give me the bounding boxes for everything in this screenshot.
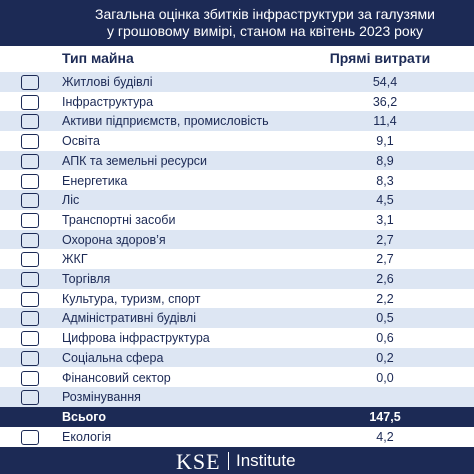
row-icon [21,212,39,228]
row-label: Розмінування [62,390,141,405]
row-value: 54,4 [372,75,398,89]
row-value: 0,0 [376,370,394,385]
row-label: Всього [62,409,106,424]
row-label: Ліс [62,193,80,208]
row-label: Житлові будівлі [62,75,153,89]
row-label: Цифрова інфраструктура [62,331,210,346]
row-background [0,229,474,250]
row-icon [21,272,39,287]
row-background [0,387,474,407]
row-icon [21,134,39,150]
row-label: ЖКГ [62,252,88,267]
row-value: 2,7 [376,252,394,267]
row-background [0,406,474,427]
row-background [0,269,474,289]
footer-divider [228,452,229,470]
row-icon [21,94,39,110]
row-label: Освіта [62,134,100,149]
row-icon [21,370,39,386]
row-label: Торгівля [62,272,111,286]
row-value: 2,2 [376,291,394,306]
header: Загальна оцінка збитків інфраструктури з… [0,0,474,46]
row-label: Транспортні засоби [62,212,176,227]
row-label: Охорона здоров’я [62,232,166,247]
row-label: Соціальна сфера [62,350,164,365]
row-icon [21,173,39,189]
row-icon [21,331,39,347]
row-icon [21,291,39,307]
row-background [0,347,474,368]
column-header: Тип майна [62,50,134,66]
row-label: АПК та земельні ресурси [62,153,208,168]
title: Загальна оцінка збитків інфраструктури з… [60,6,470,40]
row-value: 11,4 [373,114,397,129]
title-line: Загальна оцінка збитків інфраструктури з… [95,6,435,22]
row-background [0,72,474,92]
row-icon [21,153,39,169]
row-value: 2,7 [376,232,394,247]
row-icon [21,75,39,90]
row-icon [21,429,39,445]
row-icon [21,193,39,209]
row-value: 9,1 [376,134,394,149]
row-value: 36,2 [372,94,398,109]
row-icon [21,390,39,406]
row-label: Активи підприємств, промисловість [62,114,269,129]
footer-brand: KSE [176,449,221,474]
column-header: Прямі витрати [329,50,431,66]
row-label: Інфраструктура [62,94,154,109]
row-background [0,150,474,171]
row-label: Екологія [62,429,112,444]
row-label: Енергетика [62,173,128,188]
row-background [0,308,474,329]
row-value: 0,5 [376,311,394,326]
footer: KSE Institute [0,447,474,474]
row-value: 147,5 [369,409,401,424]
row-background [0,190,474,210]
row-label: Адміністративні будівлі [62,311,197,326]
row-value: 0,6 [376,331,394,346]
row-label: Фінансовий сектор [62,370,171,385]
row-value: 3,1 [376,212,394,227]
row-icon [21,252,39,268]
row-value: 0,2 [376,350,394,365]
row-value: 2,6 [376,272,394,286]
row-value: 4,5 [376,193,394,208]
footer-name: Institute [236,451,296,470]
row-value: 4,2 [376,429,394,444]
row-icon [21,350,39,366]
row-value: 8,3 [376,173,394,188]
row-icon [21,114,39,130]
title-line: у грошовому вимірі, станом на квітень 20… [107,23,423,39]
row-label: Культура, туризм, спорт [62,291,201,306]
row-icon [21,311,39,327]
row-background [0,111,474,132]
row-value: 8,9 [376,153,394,168]
row-icon [21,232,39,248]
